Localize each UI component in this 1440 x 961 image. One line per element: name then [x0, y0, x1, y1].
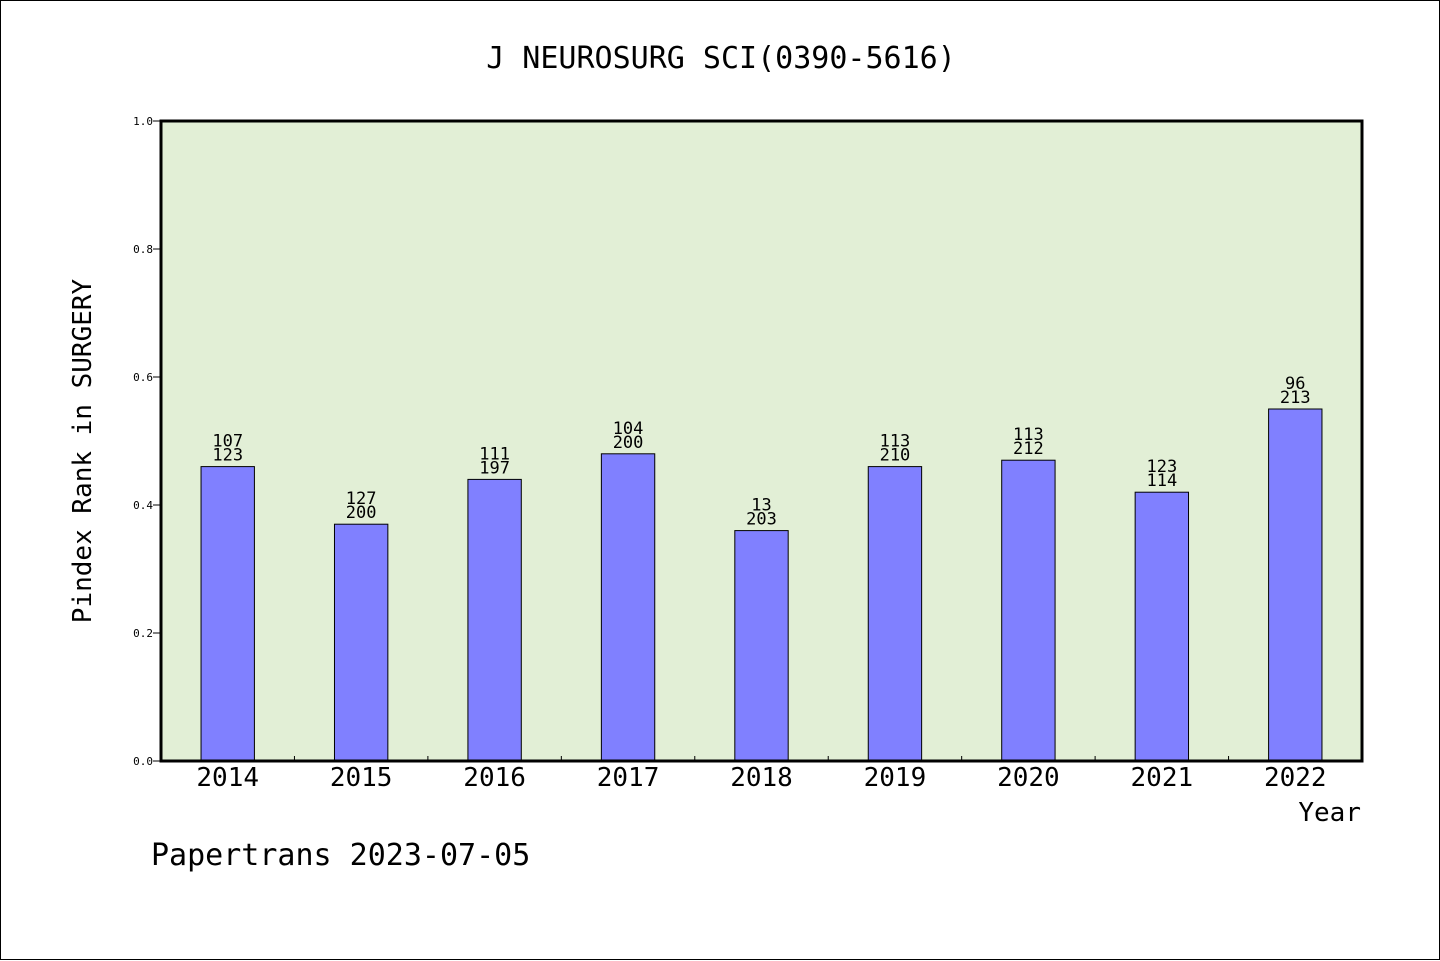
bar-2020 — [1001, 459, 1056, 762]
x-tick-label: 2018 — [730, 763, 793, 793]
bar-label-top: 123 — [1146, 457, 1177, 477]
bar-label-bottom: 203 — [746, 510, 777, 530]
y-axis: 0.0 0.2 0.4 0.6 0.8 1.0 — [133, 115, 161, 768]
x-tick-label: 2017 — [597, 763, 660, 793]
bar-labels-group: 1071231272001111971042001320311321011321… — [212, 374, 1310, 530]
x-tick-label: 2020 — [997, 763, 1060, 793]
y-tick-label: 0.0 — [133, 755, 153, 768]
bar-2014 — [200, 466, 255, 762]
x-tick-label: 2022 — [1264, 763, 1327, 793]
bar-2021 — [1134, 491, 1190, 762]
x-tick-label: 2014 — [196, 763, 259, 793]
bar-2018 — [734, 530, 789, 762]
bar-2017 — [600, 453, 656, 762]
x-tick-label: 2015 — [330, 763, 393, 793]
bar-2015 — [333, 523, 389, 762]
bar-2022 — [1268, 408, 1323, 762]
bar-label-top: 107 — [212, 432, 243, 452]
bar-label-top: 13 — [751, 496, 771, 516]
y-tick-label: 0.6 — [133, 371, 153, 384]
bar-label-bottom: 114 — [1146, 471, 1177, 491]
y-tick-label: 0.8 — [133, 243, 153, 256]
bar-label-bottom: 213 — [1280, 388, 1311, 408]
bar-2016 — [467, 478, 522, 762]
bars-group — [200, 408, 1323, 762]
bar-label-bottom: 200 — [346, 503, 377, 523]
x-tick-label: 2019 — [864, 763, 927, 793]
bar-label-top: 127 — [346, 489, 377, 509]
x-axis-label: Year — [1298, 798, 1361, 828]
x-tick-label: 2021 — [1131, 763, 1194, 793]
chart-title: J NEUROSURG SCI(0390-5616) — [486, 41, 956, 76]
footer-text: Papertrans 2023-07-05 — [151, 838, 530, 873]
bar-label-bottom: 200 — [613, 433, 644, 453]
plot-frame — [159, 119, 1364, 763]
x-axis: 2014 2015 2016 2017 2018 2019 2020 2021 2022 — [196, 756, 1327, 793]
x-tick-label: 2016 — [463, 763, 526, 793]
bar-label-top: 104 — [613, 419, 644, 439]
y-tick-label: 0.4 — [133, 499, 153, 512]
bar-label-top: 111 — [479, 444, 510, 464]
bar-label-bottom: 212 — [1013, 439, 1044, 459]
y-axis-label: Pindex Rank in SURGERY — [68, 278, 98, 623]
bar-label-bottom: 123 — [212, 446, 243, 466]
bar-label-top: 113 — [880, 432, 911, 452]
y-tick-label: 1.0 — [133, 115, 153, 128]
y-tick-label: 0.2 — [133, 627, 153, 640]
bar-label-top: 113 — [1013, 425, 1044, 445]
bar-label-bottom: 210 — [880, 446, 911, 466]
bar-label-top: 96 — [1285, 374, 1305, 394]
bar-2019 — [867, 466, 923, 762]
bar-label-bottom: 197 — [479, 458, 510, 478]
